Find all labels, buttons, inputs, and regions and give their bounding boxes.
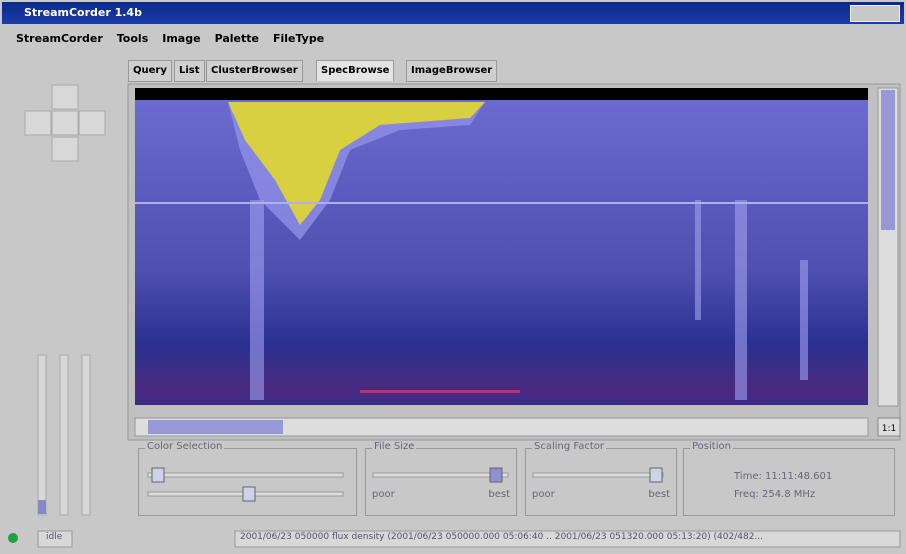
window-controls[interactable] — [850, 5, 900, 22]
nav-left[interactable] — [24, 110, 52, 136]
time-label: Time: 11:11:48.601 — [734, 471, 833, 482]
min-label: poor — [372, 489, 395, 500]
color-selection-panel: Color Selection — [138, 441, 357, 516]
window-title: StreamCorder 1.4b — [24, 6, 142, 19]
nav-down[interactable] — [51, 136, 79, 162]
menu-item[interactable]: StreamCorder — [16, 32, 103, 45]
panel-title: File Size — [372, 441, 417, 452]
tab[interactable]: ClusterBrowser — [206, 60, 303, 82]
nav-center — [51, 110, 79, 136]
status-message: 2001/06/23 050000 flux density (2001/06/… — [240, 532, 764, 542]
tab[interactable]: Query — [128, 60, 172, 82]
position-panel: Position Time: 11:11:48.601 Freq: 254.8 … — [683, 441, 895, 516]
title-bar: StreamCorder 1.4b — [2, 2, 904, 24]
panel-title: Scaling Factor — [532, 441, 607, 452]
v-slider[interactable] — [37, 354, 47, 516]
menu-item[interactable]: Tools — [116, 32, 149, 45]
panel-title: Position — [690, 441, 733, 452]
file-size-panel: File Size poor best — [365, 441, 517, 516]
min-label: poor — [532, 489, 555, 500]
menu-item[interactable]: Image — [162, 32, 201, 45]
zoom-button[interactable] — [877, 417, 901, 437]
status-bar: idle 2001/06/23 050000 flux density (200… — [2, 528, 904, 550]
tab[interactable]: ImageBrowser — [406, 60, 498, 82]
menu-bar: StreamCorder Tools Image Palette FileType — [2, 28, 904, 50]
menu-item[interactable]: Palette — [214, 32, 259, 45]
status-state: idle — [46, 532, 63, 542]
panel-title: Color Selection — [145, 441, 225, 452]
tab[interactable]: SpecBrowse — [316, 60, 395, 81]
v-slider[interactable] — [81, 354, 91, 516]
tab[interactable]: List — [174, 60, 205, 82]
v-slider[interactable] — [59, 354, 69, 516]
menu-item[interactable]: FileType — [272, 32, 325, 45]
nav-right[interactable] — [78, 110, 106, 136]
freq-label: Freq: 254.8 MHz — [734, 489, 816, 500]
scaling-factor-panel: Scaling Factor poor best — [525, 441, 677, 516]
zoom-label: 1:1 — [882, 424, 896, 434]
nav-up[interactable] — [51, 84, 79, 110]
max-label: best — [648, 489, 670, 500]
max-label: best — [488, 489, 510, 500]
h-scrollbar[interactable] — [134, 417, 869, 437]
